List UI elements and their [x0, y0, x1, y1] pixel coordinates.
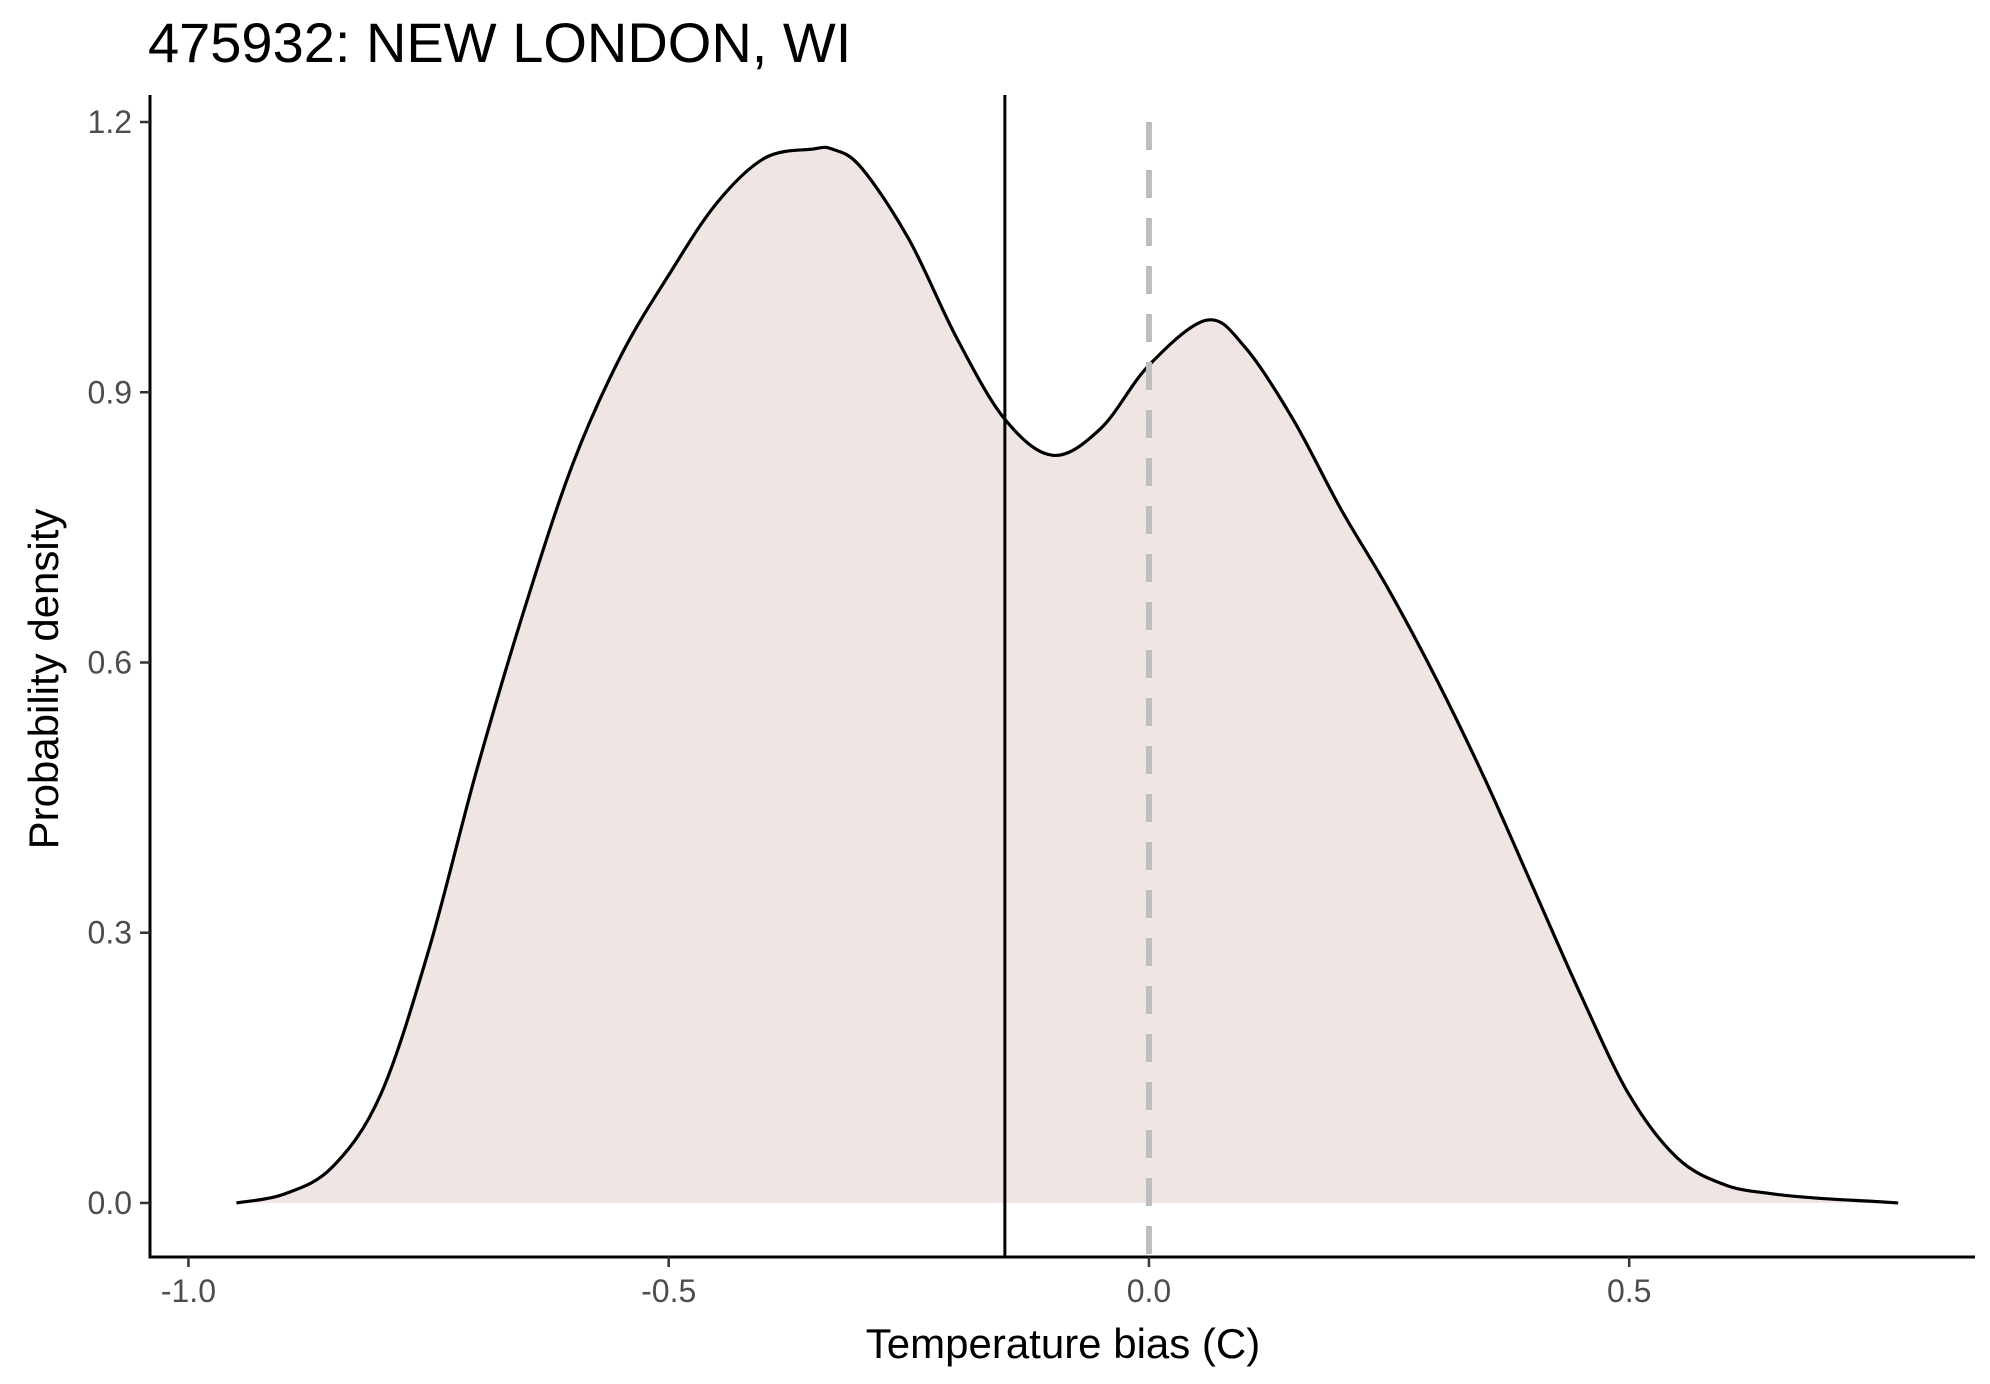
y-tick-label: 0.9 [88, 374, 132, 410]
density-curve-layer [236, 145, 1899, 1205]
y-tick-label: 0.3 [88, 915, 132, 951]
y-tick-label: 1.2 [88, 104, 132, 140]
x-tick-label: 0.0 [1127, 1273, 1171, 1309]
chart-title: 475932: NEW LONDON, WI [148, 11, 851, 74]
x-axis-title: Temperature bias (C) [866, 1320, 1260, 1367]
axes-layer [148, 95, 1975, 1259]
x-tick-label: -0.5 [641, 1273, 696, 1309]
y-axis-title: Probability density [20, 509, 67, 850]
y-tick-label: 0.0 [88, 1185, 132, 1221]
density-area [236, 147, 1899, 1203]
ticks-layer: -1.0 -0.5 0.0 0.5 0.0 0.3 0.6 0.9 1.2 [88, 104, 1652, 1309]
y-tick-label: 0.6 [88, 644, 132, 680]
x-tick-label: 0.5 [1607, 1273, 1651, 1309]
density-curve [236, 145, 1899, 1205]
density-area-layer [236, 147, 1899, 1203]
reference-lines-layer [1003, 95, 1152, 1257]
x-tick-label: -1.0 [161, 1273, 216, 1309]
